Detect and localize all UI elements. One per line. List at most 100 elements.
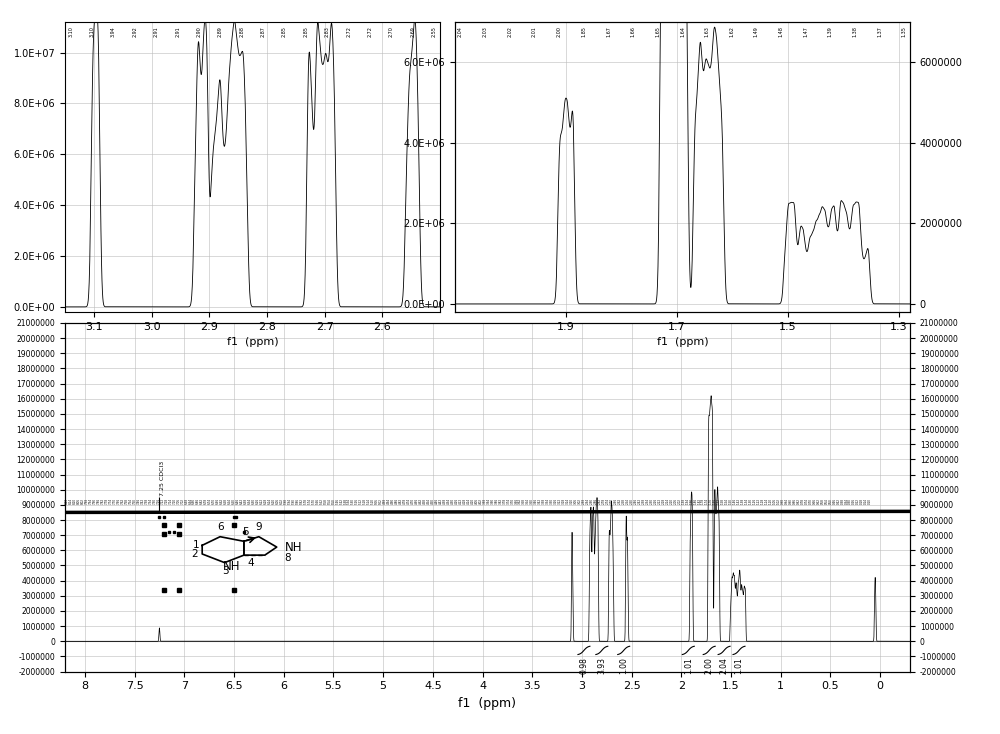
Text: 4.70: 4.70 bbox=[411, 498, 415, 504]
Text: 1.63: 1.63 bbox=[705, 26, 710, 37]
Text: 0.10: 0.10 bbox=[868, 498, 872, 504]
Text: 5.58: 5.58 bbox=[323, 498, 327, 504]
Text: 1.48: 1.48 bbox=[779, 26, 784, 37]
Text: 3.94: 3.94 bbox=[486, 498, 490, 504]
Text: 6.22: 6.22 bbox=[260, 498, 264, 504]
Text: 4.74: 4.74 bbox=[407, 498, 411, 504]
Text: 1.58: 1.58 bbox=[721, 498, 725, 504]
Text: 1.06: 1.06 bbox=[773, 498, 777, 504]
Text: 2.90: 2.90 bbox=[590, 498, 594, 504]
Text: NH: NH bbox=[223, 559, 240, 573]
Text: 2.89: 2.89 bbox=[218, 26, 223, 37]
Text: 0.98: 0.98 bbox=[781, 498, 785, 504]
Text: 3.22: 3.22 bbox=[558, 498, 562, 504]
Text: 4.54: 4.54 bbox=[427, 498, 431, 504]
Text: 7.78: 7.78 bbox=[105, 498, 109, 504]
Text: 7.46: 7.46 bbox=[137, 498, 141, 504]
Text: 7.10: 7.10 bbox=[172, 498, 176, 504]
Text: 2.85: 2.85 bbox=[303, 26, 308, 37]
Text: 2.22: 2.22 bbox=[657, 498, 661, 504]
Text: 0.78: 0.78 bbox=[801, 498, 805, 504]
Text: 5.66: 5.66 bbox=[316, 498, 320, 504]
Text: 2.72: 2.72 bbox=[346, 26, 351, 37]
Text: 3.14: 3.14 bbox=[566, 498, 570, 504]
Text: 6.02: 6.02 bbox=[280, 498, 284, 504]
Text: 4.14: 4.14 bbox=[467, 498, 471, 504]
Text: 4.50: 4.50 bbox=[431, 498, 435, 504]
Text: 3.42: 3.42 bbox=[538, 498, 542, 504]
Text: 6.18: 6.18 bbox=[264, 498, 268, 504]
Text: 2.70: 2.70 bbox=[610, 498, 614, 504]
Text: 6.46: 6.46 bbox=[236, 498, 240, 504]
Text: 1.65: 1.65 bbox=[655, 26, 660, 37]
Text: 2.06: 2.06 bbox=[673, 498, 677, 504]
Text: 7.26: 7.26 bbox=[156, 498, 160, 504]
Text: 5.22: 5.22 bbox=[359, 498, 363, 504]
Text: 2.50: 2.50 bbox=[630, 498, 634, 504]
Text: 2.94: 2.94 bbox=[586, 498, 590, 504]
Text: 6.66: 6.66 bbox=[216, 498, 220, 504]
Text: 6.10: 6.10 bbox=[272, 498, 276, 504]
Text: 2.62: 2.62 bbox=[618, 498, 622, 504]
Text: 1.66: 1.66 bbox=[631, 26, 636, 37]
Text: 1.94: 1.94 bbox=[685, 498, 689, 504]
Text: 6.94: 6.94 bbox=[188, 498, 192, 504]
Text: 2.92: 2.92 bbox=[132, 26, 137, 37]
Text: 3.70: 3.70 bbox=[510, 498, 514, 504]
Text: 1.46: 1.46 bbox=[733, 498, 737, 504]
Text: 3.26: 3.26 bbox=[554, 498, 558, 504]
Text: 0.38: 0.38 bbox=[840, 498, 844, 504]
Text: 5.10: 5.10 bbox=[371, 498, 375, 504]
Text: 0.90: 0.90 bbox=[789, 498, 793, 504]
Text: 0.94: 0.94 bbox=[785, 498, 789, 504]
Text: 6.30: 6.30 bbox=[252, 498, 256, 504]
Text: 5.86: 5.86 bbox=[296, 498, 300, 504]
Text: 2.72: 2.72 bbox=[368, 26, 373, 37]
Text: 2.82: 2.82 bbox=[598, 498, 602, 504]
Text: 2.00: 2.00 bbox=[705, 657, 714, 674]
Text: 2.83: 2.83 bbox=[325, 26, 330, 37]
Text: 4.06: 4.06 bbox=[475, 498, 479, 504]
Text: 3.10: 3.10 bbox=[90, 26, 95, 37]
Text: 1.10: 1.10 bbox=[769, 498, 773, 504]
Text: 1.00: 1.00 bbox=[619, 657, 628, 674]
Text: 5.30: 5.30 bbox=[351, 498, 355, 504]
Text: 0.62: 0.62 bbox=[817, 498, 821, 504]
Text: 2.18: 2.18 bbox=[661, 498, 665, 504]
Text: 3.10: 3.10 bbox=[68, 26, 73, 37]
Text: 4.02: 4.02 bbox=[479, 498, 483, 504]
Text: 2.46: 2.46 bbox=[634, 498, 638, 504]
Text: 3.10: 3.10 bbox=[570, 498, 574, 504]
Text: 2.00: 2.00 bbox=[557, 26, 562, 37]
Text: 2.38: 2.38 bbox=[642, 498, 646, 504]
Text: 0.54: 0.54 bbox=[824, 498, 828, 504]
Text: 2.03: 2.03 bbox=[483, 26, 488, 37]
Text: 1.39: 1.39 bbox=[828, 26, 833, 37]
Text: 2.14: 2.14 bbox=[665, 498, 669, 504]
Text: 3.50: 3.50 bbox=[530, 498, 534, 504]
Text: 3.30: 3.30 bbox=[550, 498, 554, 504]
Text: 7.70: 7.70 bbox=[113, 498, 117, 504]
Text: 0.98: 0.98 bbox=[579, 657, 588, 674]
Text: 1.67: 1.67 bbox=[606, 26, 611, 37]
Text: 3.02: 3.02 bbox=[578, 498, 582, 504]
X-axis label: f1  (ppm): f1 (ppm) bbox=[458, 697, 516, 710]
Text: 2.02: 2.02 bbox=[677, 498, 681, 504]
Text: 9: 9 bbox=[256, 523, 262, 532]
Text: 6.06: 6.06 bbox=[276, 498, 280, 504]
Text: 1.62: 1.62 bbox=[729, 26, 734, 37]
Text: 1.82: 1.82 bbox=[697, 498, 701, 504]
Text: 1.37: 1.37 bbox=[877, 26, 882, 37]
Text: 7.82: 7.82 bbox=[101, 498, 105, 504]
Text: 7.18: 7.18 bbox=[164, 498, 168, 504]
Text: 2: 2 bbox=[192, 549, 198, 559]
Text: 2.88: 2.88 bbox=[239, 26, 244, 37]
Text: 2.91: 2.91 bbox=[175, 26, 180, 37]
Text: 1.64: 1.64 bbox=[680, 26, 685, 37]
Text: 1.01: 1.01 bbox=[684, 657, 693, 674]
Text: 7.22: 7.22 bbox=[160, 498, 164, 504]
Text: 2.69: 2.69 bbox=[410, 26, 415, 37]
Text: 0.18: 0.18 bbox=[860, 498, 864, 504]
Text: 1.35: 1.35 bbox=[902, 26, 907, 37]
Text: 6.82: 6.82 bbox=[200, 498, 204, 504]
